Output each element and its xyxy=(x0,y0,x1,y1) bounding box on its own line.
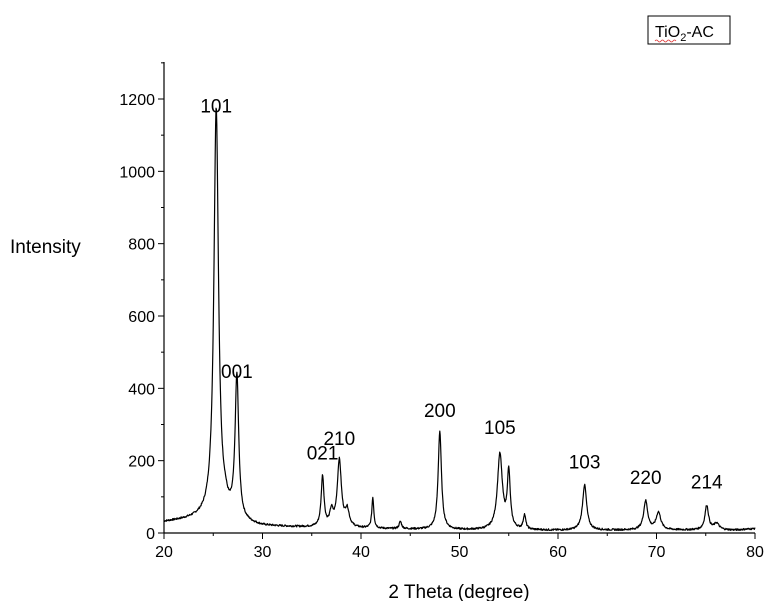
peak-label-105: 105 xyxy=(484,418,516,439)
peak-label-101: 101 xyxy=(200,96,232,117)
series-line-tio2-ac xyxy=(163,107,756,532)
legend-label-subscript: 2 xyxy=(680,32,686,44)
x-tick-label-60: 60 xyxy=(549,544,567,561)
peak-label-220: 220 xyxy=(630,468,662,489)
y-tick-label-600: 600 xyxy=(128,309,155,326)
peak-label-210: 210 xyxy=(323,429,355,450)
peak-label-021: 021 xyxy=(307,444,339,465)
peak-label-200: 200 xyxy=(424,401,456,422)
y-tick-label-400: 400 xyxy=(128,381,155,398)
peak-label-001: 001 xyxy=(221,362,253,383)
peak-label-214: 214 xyxy=(691,472,723,493)
x-tick-label-40: 40 xyxy=(352,544,370,561)
peak-label-103: 103 xyxy=(569,453,601,474)
legend-box xyxy=(647,15,731,45)
legend: TiO2-AC xyxy=(647,15,731,45)
x-tick-label-20: 20 xyxy=(155,544,173,561)
y-tick-label-0: 0 xyxy=(146,526,155,543)
x-tick-label-70: 70 xyxy=(648,544,666,561)
axes xyxy=(163,62,755,534)
y-tick-label-800: 800 xyxy=(128,237,155,254)
spellcheck-underline xyxy=(654,39,677,43)
y-tick-label-1200: 1200 xyxy=(119,92,155,109)
x-axis-title: 2 Theta (degree) xyxy=(388,582,529,601)
x-tick-label-30: 30 xyxy=(254,544,272,561)
y-axis-title: Intensity xyxy=(10,237,81,258)
y-ticks: 0 200 400 600 800 1000 1200 xyxy=(119,62,164,543)
x-ticks: 20 30 40 50 60 70 80 xyxy=(155,533,764,561)
legend-label-base: TiO xyxy=(655,24,680,41)
y-tick-label-200: 200 xyxy=(128,454,155,471)
legend-label-suffix: -AC xyxy=(686,24,714,41)
x-tick-label-50: 50 xyxy=(451,544,469,561)
legend-label: TiO2-AC xyxy=(655,24,714,44)
y-tick-label-1000: 1000 xyxy=(119,164,155,181)
x-tick-label-80: 80 xyxy=(746,544,764,561)
